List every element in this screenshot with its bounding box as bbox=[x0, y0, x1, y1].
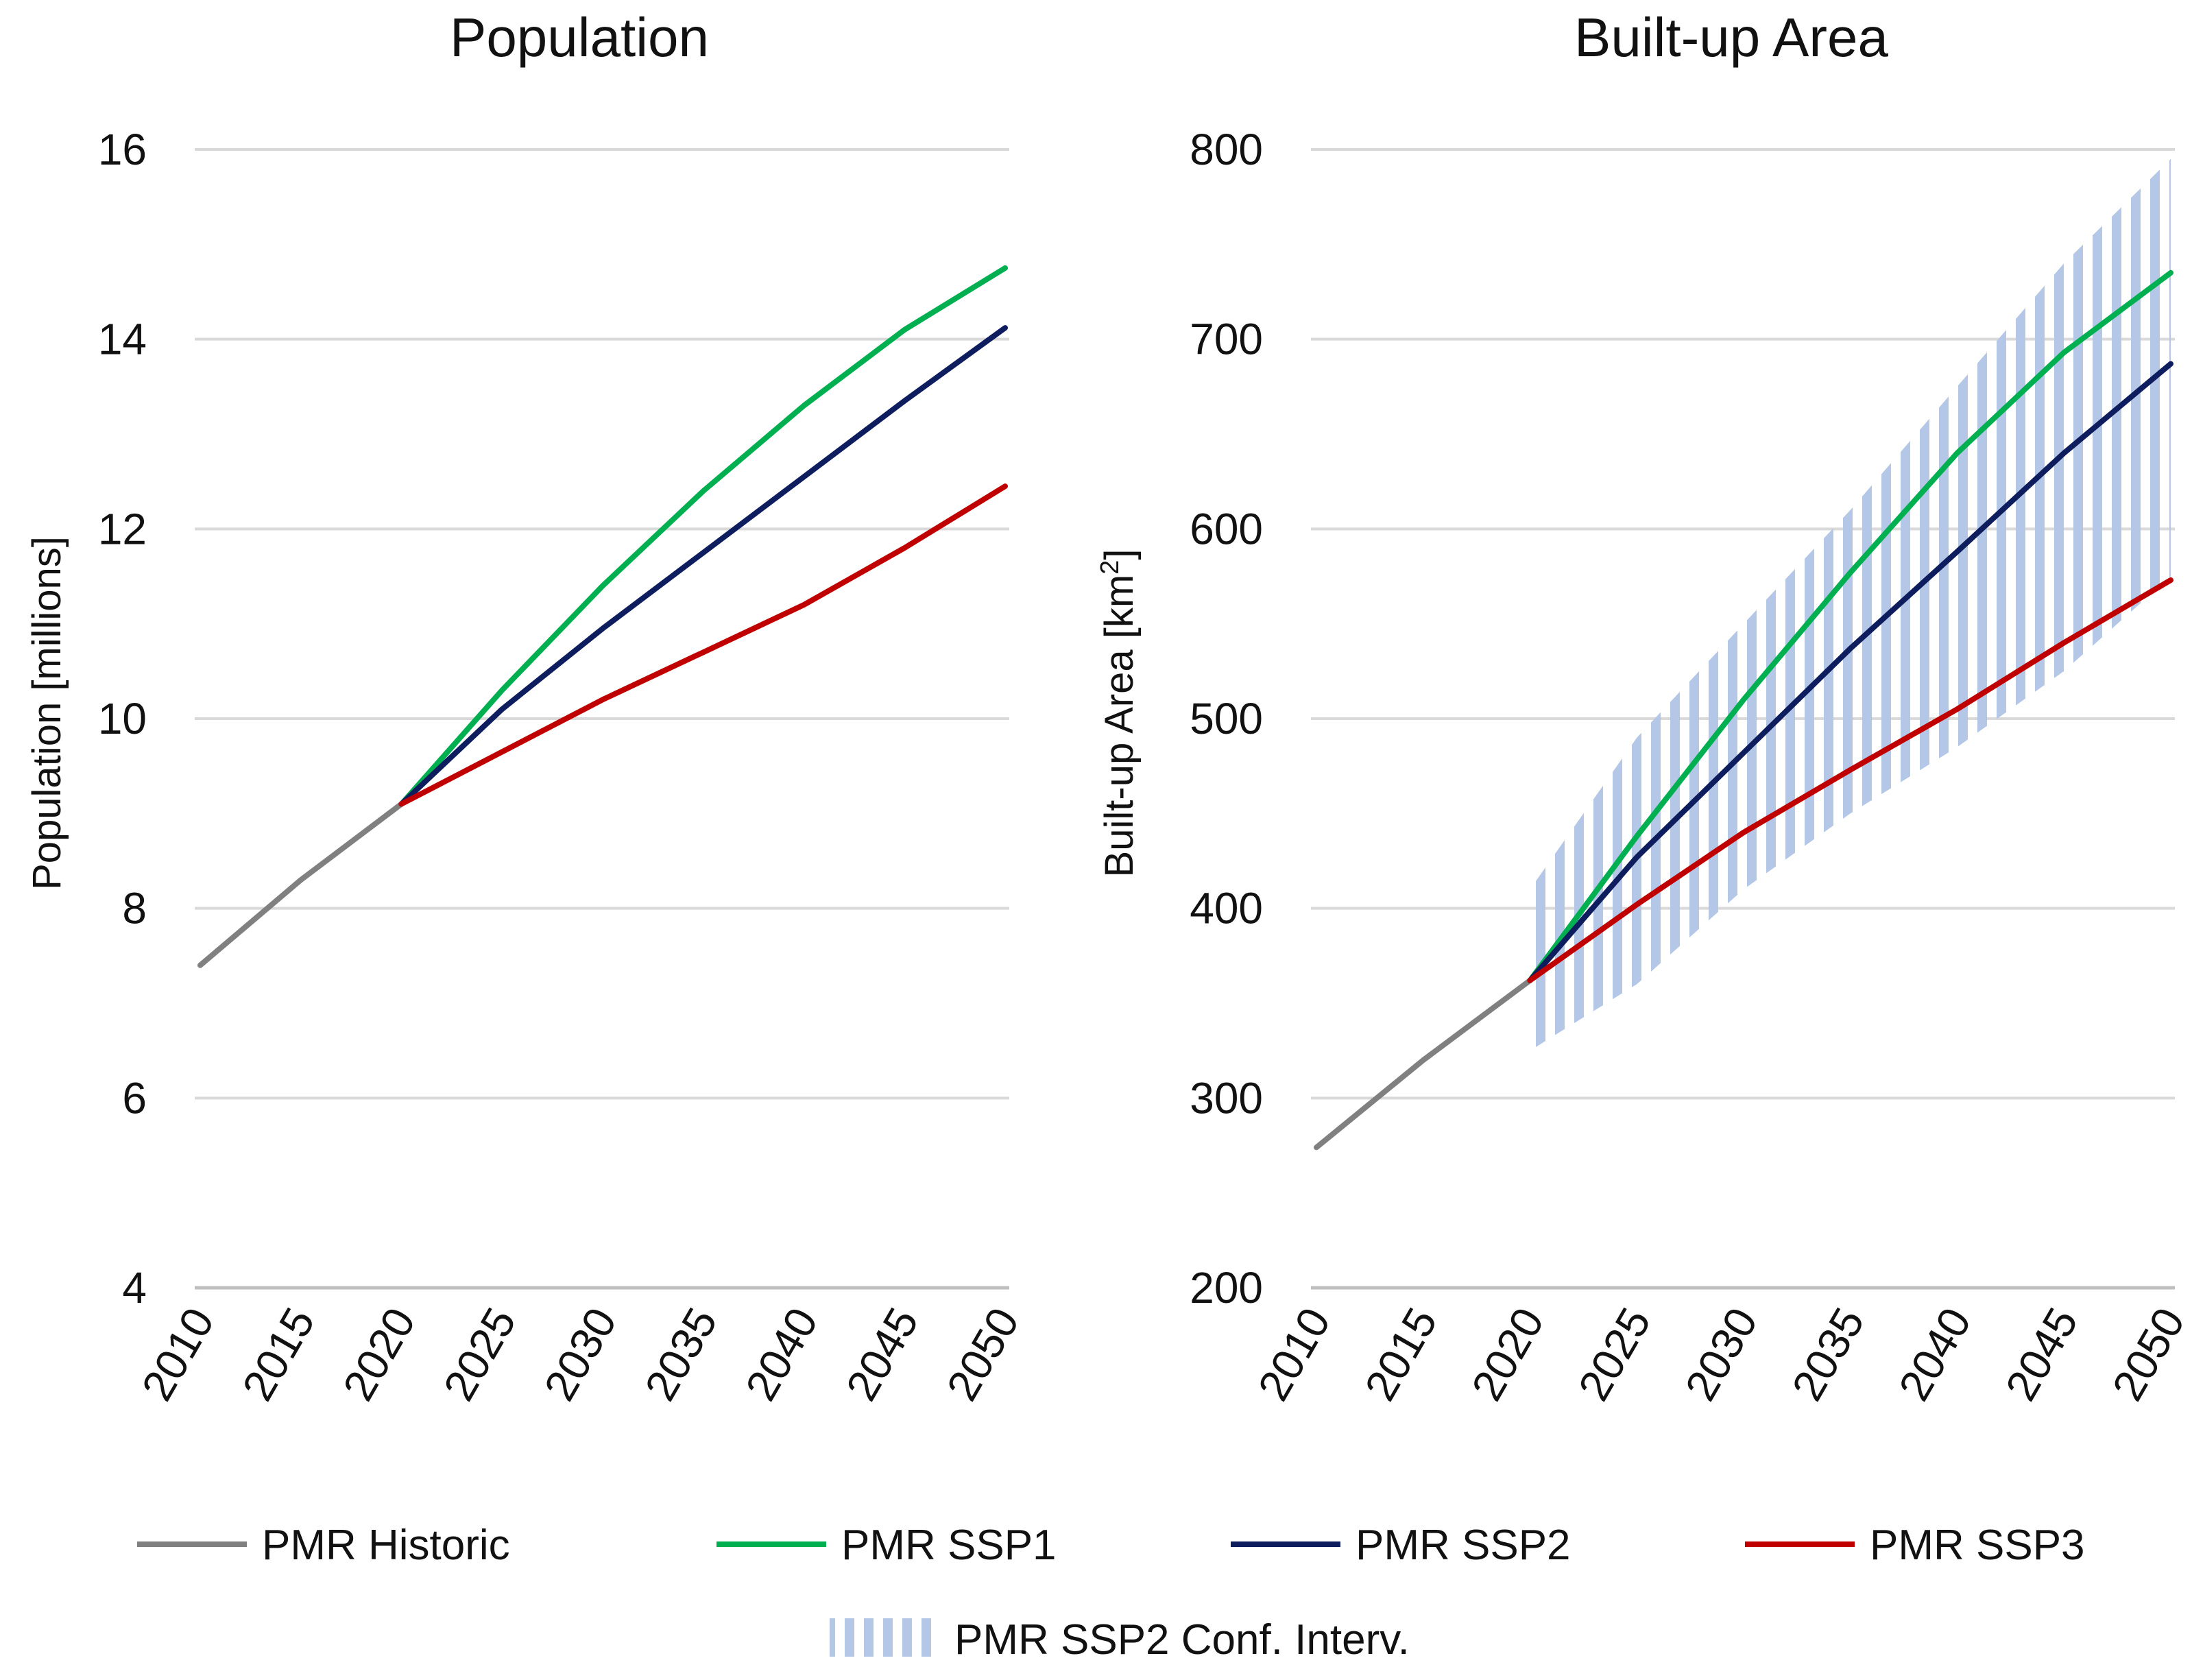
x-tick-label: 2045 bbox=[1996, 1299, 2088, 1408]
legend-item-historic: PMR Historic bbox=[137, 1522, 510, 1569]
y-tick-label: 200 bbox=[1190, 1263, 1263, 1312]
y-tick-label: 400 bbox=[1190, 884, 1263, 933]
x-tick-label: 2040 bbox=[1889, 1299, 1981, 1408]
x-tick-label: 2030 bbox=[535, 1299, 627, 1408]
legend-item-ssp3: PMR SSP3 bbox=[1745, 1522, 2085, 1569]
series-line-pmr-ssp3 bbox=[398, 483, 1008, 807]
series-line-pmr-ssp2 bbox=[398, 325, 1008, 807]
x-tick-labels: 2010 2015 2020 2025 2030 2035 2040 2045 2050 bbox=[1249, 1299, 2192, 1408]
y-tick-label: 700 bbox=[1190, 315, 1263, 364]
y-axis-label-text: Built-up Area [km bbox=[1097, 575, 1142, 878]
y-axis-label: Built-up Area [km2] bbox=[1096, 549, 1142, 878]
y-tick-label: 800 bbox=[1190, 125, 1263, 174]
chart-title: Built-up Area bbox=[1574, 7, 1889, 68]
x-tick-label: 2030 bbox=[1676, 1299, 1768, 1408]
series-line-pmr-historic bbox=[197, 801, 405, 968]
x-tick-label: 2015 bbox=[232, 1299, 324, 1408]
x-tick-labels: 2010 2015 2020 2025 2030 2035 2040 2045 2050 bbox=[132, 1299, 1029, 1408]
x-tick-label: 2040 bbox=[736, 1299, 828, 1408]
legend-label: PMR SSP3 bbox=[1870, 1522, 2085, 1569]
y-tick-label: 14 bbox=[98, 315, 147, 364]
series-line-pmr-ssp3 bbox=[1527, 577, 2173, 983]
x-tick-label: 2050 bbox=[937, 1299, 1029, 1408]
legend-label: PMR Historic bbox=[262, 1522, 510, 1569]
x-tick-label: 2035 bbox=[635, 1299, 727, 1408]
y-tick-label: 6 bbox=[122, 1073, 147, 1123]
legend-label: PMR SSP1 bbox=[841, 1522, 1057, 1569]
chart-title: Population bbox=[450, 7, 709, 68]
legend-label: PMR SSP2 Conf. Interv. bbox=[954, 1616, 1410, 1664]
x-tick-label: 2010 bbox=[1249, 1299, 1340, 1408]
series-line-pmr-ssp1 bbox=[398, 265, 1008, 807]
series-lines bbox=[197, 265, 1008, 968]
built-up-area-chart: Built-up Area Built-up Area [km2] 200 300… bbox=[1096, 7, 2192, 1408]
gridlines bbox=[195, 148, 1009, 1290]
legend-swatch bbox=[830, 1618, 939, 1657]
legend-item-ssp1: PMR SSP1 bbox=[716, 1522, 1057, 1569]
legend-item-ssp2-conf-interv: PMR SSP2 Conf. Interv. bbox=[830, 1616, 1410, 1664]
confidence-interval-band bbox=[1530, 158, 2171, 1051]
y-tick-label: 300 bbox=[1190, 1073, 1263, 1123]
legend-item-ssp2: PMR SSP2 bbox=[1231, 1522, 1571, 1569]
x-tick-label: 2010 bbox=[132, 1299, 224, 1408]
legend-label: PMR SSP2 bbox=[1356, 1522, 1571, 1569]
series-line-pmr-historic bbox=[1314, 977, 1533, 1151]
y-tick-label: 10 bbox=[98, 694, 147, 743]
x-tick-label: 2020 bbox=[333, 1299, 425, 1408]
series-lines bbox=[1314, 269, 2173, 1151]
confidence-band bbox=[1530, 158, 2171, 1051]
x-tick-label: 2015 bbox=[1355, 1299, 1447, 1408]
y-tick-labels: 200 300 400 500 600 700 800 bbox=[1190, 125, 1263, 1312]
y-tick-label: 8 bbox=[122, 884, 147, 933]
series-line-pmr-ssp2 bbox=[1527, 361, 2173, 983]
x-tick-label: 2050 bbox=[2103, 1299, 2192, 1408]
x-tick-label: 2025 bbox=[434, 1299, 526, 1408]
x-tick-label: 2035 bbox=[1782, 1299, 1874, 1408]
x-tick-label: 2045 bbox=[836, 1299, 928, 1408]
x-tick-label: 2025 bbox=[1569, 1299, 1661, 1408]
y-tick-label: 500 bbox=[1190, 694, 1263, 743]
y-axis-label: Population [millions] bbox=[25, 536, 69, 890]
x-tick-label: 2020 bbox=[1462, 1299, 1554, 1408]
y-axis-label-end: ] bbox=[1097, 549, 1142, 560]
y-tick-label: 600 bbox=[1190, 504, 1263, 553]
population-chart: Population Population [millions] 4 6 8 10 12… bbox=[25, 7, 1028, 1408]
y-tick-labels: 4 6 8 10 12 14 16 bbox=[98, 125, 147, 1312]
y-tick-label: 16 bbox=[98, 125, 147, 174]
y-tick-label: 4 bbox=[122, 1263, 147, 1312]
series-line-pmr-ssp1 bbox=[1527, 269, 2173, 983]
y-axis-label-superscript: 2 bbox=[1096, 560, 1124, 575]
legend: PMR Historic PMR SSP1 PMR SSP2 PMR SSP3 … bbox=[137, 1522, 2085, 1664]
y-tick-label: 12 bbox=[98, 504, 147, 553]
